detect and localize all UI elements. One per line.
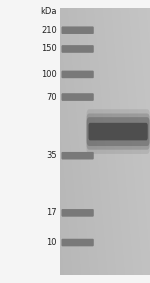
FancyBboxPatch shape <box>62 239 94 246</box>
Text: kDa: kDa <box>40 7 57 16</box>
FancyBboxPatch shape <box>62 27 94 34</box>
FancyBboxPatch shape <box>88 123 148 140</box>
Text: 70: 70 <box>46 93 57 102</box>
FancyBboxPatch shape <box>62 239 94 246</box>
Text: 10: 10 <box>46 238 57 247</box>
FancyBboxPatch shape <box>62 45 94 53</box>
FancyBboxPatch shape <box>62 27 94 34</box>
FancyBboxPatch shape <box>87 109 150 154</box>
FancyBboxPatch shape <box>62 209 94 216</box>
FancyBboxPatch shape <box>62 71 94 78</box>
FancyBboxPatch shape <box>62 209 94 216</box>
Text: 17: 17 <box>46 208 57 217</box>
Text: 150: 150 <box>41 44 57 53</box>
FancyBboxPatch shape <box>62 45 94 53</box>
FancyBboxPatch shape <box>62 93 94 101</box>
Text: 35: 35 <box>46 151 57 160</box>
FancyBboxPatch shape <box>62 152 94 159</box>
Text: 100: 100 <box>41 70 57 79</box>
Text: 210: 210 <box>41 26 57 35</box>
FancyBboxPatch shape <box>87 113 150 150</box>
FancyBboxPatch shape <box>62 93 94 101</box>
FancyBboxPatch shape <box>87 117 150 146</box>
FancyBboxPatch shape <box>62 152 94 159</box>
FancyBboxPatch shape <box>62 71 94 78</box>
